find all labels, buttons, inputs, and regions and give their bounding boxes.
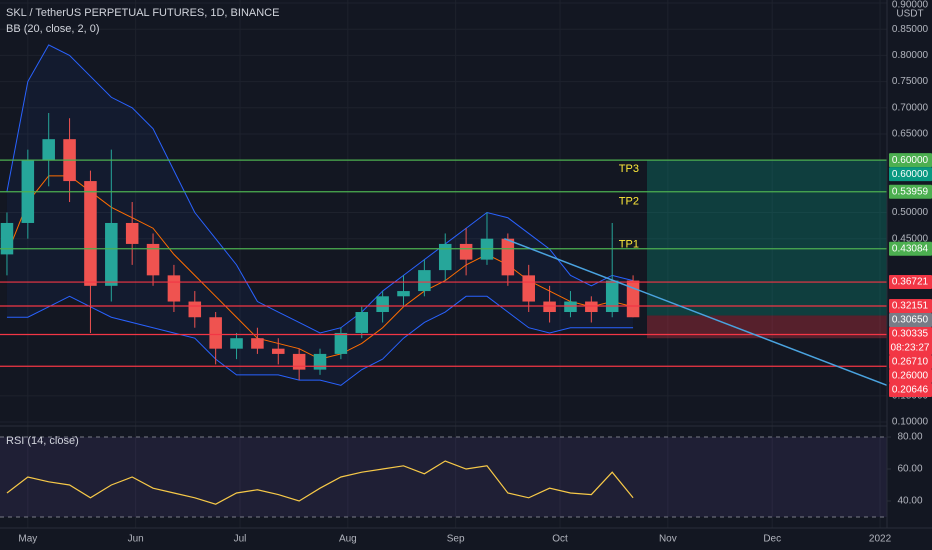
rsi-title: RSI (14, close)	[6, 435, 79, 447]
y-tick-label: 0.50000	[892, 207, 929, 218]
target-label: TP3	[619, 163, 639, 175]
bb-lower	[6, 295, 634, 386]
candle-body	[418, 270, 431, 292]
candle-body	[292, 353, 306, 370]
price-label-bg	[889, 167, 932, 182]
price-label: 0.30650	[892, 315, 929, 326]
x-tick-label: Jul	[234, 534, 247, 545]
rsi-tick-label: 60.00	[897, 464, 922, 475]
x-tick-label: Oct	[552, 534, 568, 545]
candle-body	[146, 243, 160, 276]
candle-body	[209, 317, 222, 349]
currency-unit: USDT	[896, 9, 923, 20]
price-label: 0.30335	[892, 329, 929, 340]
rsi-line	[6, 460, 634, 505]
price-label-bg	[889, 382, 932, 397]
candle-body	[522, 275, 535, 302]
x-tick-label: 2022	[869, 534, 892, 545]
candle-body	[84, 181, 97, 286]
candle-body	[42, 139, 55, 161]
indicator-title: BB (20, close, 2, 0)	[6, 23, 100, 35]
symbol-title: SKL / TetherUS PERPETUAL FUTURES, 1D, BI…	[6, 7, 279, 19]
candle-body	[105, 222, 118, 286]
x-tick-label: Aug	[339, 534, 357, 545]
candle-body	[459, 243, 473, 260]
candle-body	[0, 222, 14, 255]
candle-body	[543, 301, 556, 313]
price-label: 0.36721	[892, 277, 929, 288]
rsi-tick-label: 40.00	[897, 496, 922, 507]
y-tick-label: 0.65000	[892, 129, 929, 140]
price-label-bg	[889, 184, 932, 199]
bb-fill	[6, 44, 634, 386]
candle-body	[251, 338, 264, 349]
price-label-bg	[889, 326, 932, 355]
x-tick-label: May	[18, 534, 37, 545]
candle-body	[230, 338, 243, 349]
bb-upper	[6, 44, 634, 334]
candle-body	[564, 301, 577, 313]
price-label: 0.43084	[892, 243, 929, 254]
price-label-bg	[889, 312, 932, 327]
candle-body	[167, 275, 181, 302]
y-tick-label: 0.70000	[892, 102, 929, 113]
candle-body	[272, 348, 285, 354]
candle-body	[501, 238, 515, 276]
x-tick-label: Sep	[447, 534, 465, 545]
y-tick-label: 0.80000	[892, 50, 929, 61]
price-label: 0.32151	[892, 301, 929, 312]
target-label: TP1	[619, 239, 639, 251]
price-label: 0.26000	[892, 371, 929, 382]
candle-body	[397, 291, 410, 297]
price-label: 0.53959	[892, 186, 929, 197]
x-tick-label: Nov	[659, 534, 677, 545]
price-label-bg	[889, 298, 932, 313]
price-label: 0.20646	[892, 385, 929, 396]
x-tick-label: Dec	[763, 534, 781, 545]
y-tick-label: 0.45000	[892, 233, 929, 244]
price-label: 0.60000	[892, 155, 929, 166]
y-tick-label: 0.85000	[892, 24, 929, 35]
candle-body	[585, 301, 598, 313]
y-tick-label: 0.90000	[892, 0, 929, 11]
candle-body	[334, 332, 348, 354]
price-label-bg	[889, 275, 932, 290]
rsi-band	[0, 437, 887, 517]
y-tick-label: 0.10000	[892, 417, 929, 428]
plot-layer: TP3 TP2 TP1	[0, 0, 888, 528]
x-tick-label: Jun	[128, 534, 144, 545]
candle-body	[438, 243, 452, 271]
price-label-bg	[889, 241, 932, 256]
candle-body	[313, 353, 327, 370]
price-label-bg	[889, 368, 932, 383]
position-loss-zone	[646, 315, 887, 339]
candle-body	[125, 222, 139, 244]
candle-body	[605, 280, 619, 313]
candle-body	[355, 312, 369, 333]
price-label-bg	[889, 153, 932, 168]
candle-body	[376, 296, 389, 313]
countdown-label: 08:23:27	[891, 343, 930, 354]
rsi-tick-label: 80.00	[897, 432, 922, 443]
price-label-bg	[889, 354, 932, 369]
candle-body	[188, 301, 202, 318]
y-tick-label: 0.75000	[892, 76, 929, 87]
trendline	[504, 237, 888, 387]
price-label: 0.60000	[892, 169, 929, 180]
price-label: 0.26710	[892, 357, 929, 368]
target-label: TP2	[619, 196, 639, 208]
position-profit-zone	[646, 160, 887, 316]
